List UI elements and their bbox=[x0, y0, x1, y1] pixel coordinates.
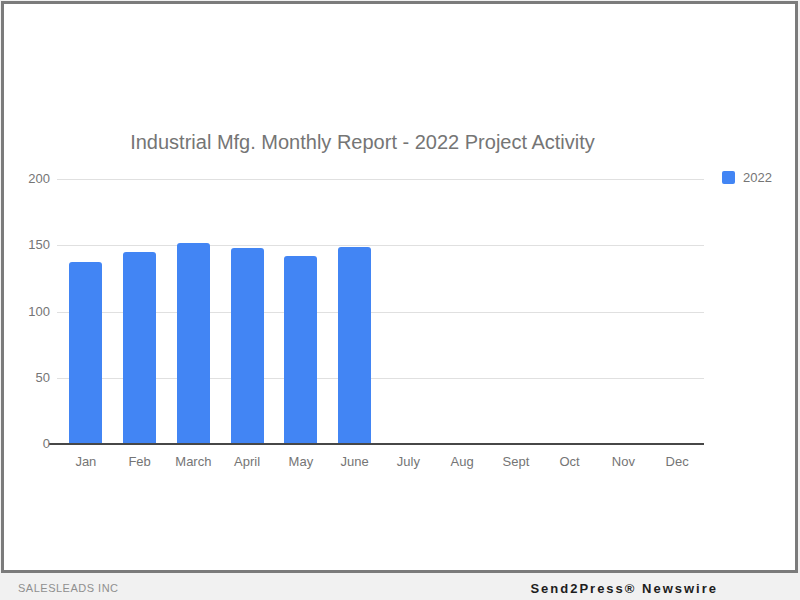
bar-march bbox=[177, 243, 210, 443]
y-tick-label: 100 bbox=[0, 304, 50, 319]
footer-strip: SALESLEADS INC Send2Press® Newswire bbox=[0, 576, 800, 600]
x-tick-label-jan: Jan bbox=[56, 454, 116, 469]
y-tick-label: 150 bbox=[0, 237, 50, 252]
y-tick-label: 50 bbox=[0, 370, 50, 385]
chart-frame bbox=[1, 1, 798, 573]
x-tick-label-july: July bbox=[378, 454, 438, 469]
bar-jan bbox=[69, 262, 102, 443]
x-tick-label-aug: Aug bbox=[432, 454, 492, 469]
x-tick-label-may: May bbox=[271, 454, 331, 469]
legend-label-2022: 2022 bbox=[743, 170, 772, 185]
gridline-200 bbox=[57, 179, 704, 180]
x-tick-label-nov: Nov bbox=[593, 454, 653, 469]
x-tick-label-oct: Oct bbox=[540, 454, 600, 469]
legend-swatch-2022 bbox=[722, 171, 735, 184]
x-tick-label-june: June bbox=[325, 454, 385, 469]
x-tick-label-feb: Feb bbox=[110, 454, 170, 469]
x-axis-baseline bbox=[49, 443, 704, 445]
gridline-150 bbox=[57, 245, 704, 246]
y-tick-label: 0 bbox=[0, 436, 50, 451]
bar-feb bbox=[123, 252, 156, 443]
bar-april bbox=[231, 248, 264, 443]
chart-title: Industrial Mfg. Monthly Report - 2022 Pr… bbox=[40, 131, 685, 154]
x-tick-label-dec: Dec bbox=[647, 454, 707, 469]
footer-company-name: SALESLEADS INC bbox=[18, 582, 119, 594]
legend: 2022 bbox=[722, 170, 772, 185]
x-tick-label-april: April bbox=[217, 454, 277, 469]
x-tick-label-sept: Sept bbox=[486, 454, 546, 469]
bar-june bbox=[338, 247, 371, 443]
newswire-chart-image: Industrial Mfg. Monthly Report - 2022 Pr… bbox=[0, 0, 800, 600]
y-tick-label: 200 bbox=[0, 171, 50, 186]
footer-newswire-brand: Send2Press® Newswire bbox=[530, 581, 718, 596]
x-tick-label-march: March bbox=[163, 454, 223, 469]
bar-may bbox=[284, 256, 317, 443]
